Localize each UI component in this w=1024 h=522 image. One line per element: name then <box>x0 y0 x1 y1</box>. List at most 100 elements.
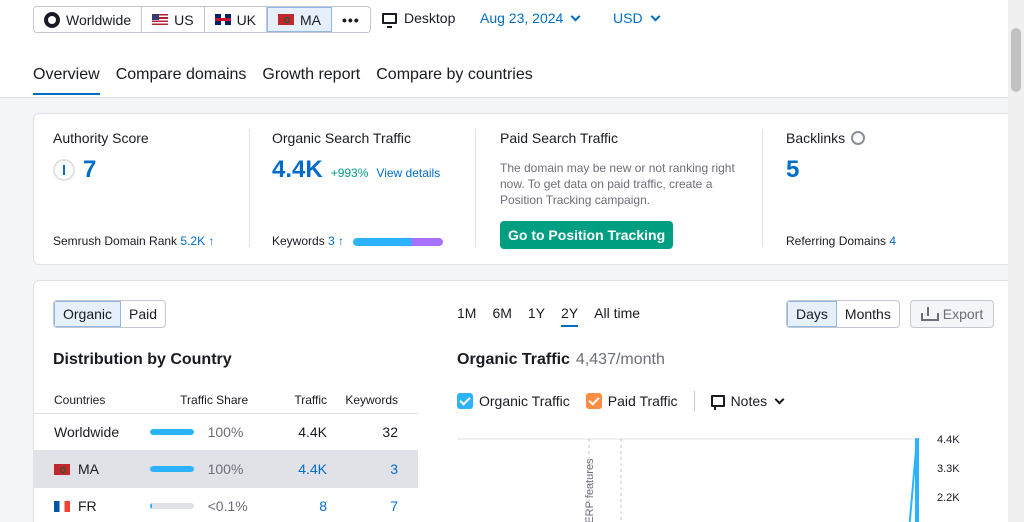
tab-growth-report[interactable]: Growth report <box>262 66 361 83</box>
keywords-summary: Keywords 3 ↑ <box>272 234 444 248</box>
referring-domains-value[interactable]: 4 <box>889 234 897 248</box>
table-row[interactable]: FR <0.1% 8 7 <box>34 488 418 522</box>
column-keywords: Keywords <box>345 392 398 407</box>
paid-traffic-metric: Paid Search Traffic The domain may be ne… <box>500 130 740 208</box>
checkbox-icon <box>585 393 602 409</box>
geo-label: UK <box>236 11 257 28</box>
tab-compare-by-countries[interactable]: Compare by countries <box>376 66 533 83</box>
country-name: MA <box>78 461 99 477</box>
period-2y[interactable]: 2Y <box>561 305 579 327</box>
table-header: Countries Traffic Share Traffic Keywords <box>34 386 418 414</box>
currency-label: USD <box>613 10 643 26</box>
scrollbar-thumb[interactable] <box>1011 28 1021 92</box>
export-icon <box>920 307 939 321</box>
divider <box>475 129 476 247</box>
backlinks-value[interactable]: 5 <box>786 156 800 183</box>
metric-title: Authority Score <box>53 130 149 146</box>
geo-us-button[interactable]: US <box>142 7 205 32</box>
geo-label: MA <box>300 11 322 28</box>
domain-rank-label: Semrush Domain Rank <box>53 234 178 248</box>
keywords-label: Keywords <box>272 234 325 248</box>
divider <box>762 129 763 247</box>
traffic-type-toggle: Organic Paid <box>53 300 167 328</box>
keywords-value[interactable]: 7 <box>390 498 398 514</box>
date-dropdown[interactable]: Aug 23, 2024 <box>480 10 581 26</box>
chevron-down-icon <box>774 394 785 404</box>
export-label: Export <box>942 306 984 322</box>
traffic-value[interactable]: 8 <box>319 498 328 514</box>
divider <box>249 129 250 247</box>
y-tick-label: 2.2K <box>937 492 960 504</box>
months-toggle[interactable]: Months <box>844 306 891 322</box>
geo-label: Worldwide <box>66 11 132 28</box>
view-details-link[interactable]: View details <box>376 166 441 180</box>
traffic-value[interactable]: 4.4K <box>298 461 328 477</box>
note-icon <box>710 395 725 410</box>
domain-rank: Semrush Domain Rank 5.2K ↑ <box>53 234 214 248</box>
distribution-title: Distribution by Country <box>53 351 232 368</box>
legend-label: Organic Traffic <box>479 393 570 409</box>
y-tick-label: 4.4K <box>937 434 960 446</box>
country-distribution-table: Countries Traffic Share Traffic Keywords… <box>34 386 418 522</box>
ma-flag-icon <box>278 14 295 25</box>
days-toggle[interactable]: Days <box>787 301 837 327</box>
geo-uk-button[interactable]: UK <box>205 7 268 32</box>
go-to-position-tracking-button[interactable]: Go to Position Tracking <box>500 221 674 249</box>
notes-dropdown[interactable]: Notes <box>710 393 785 410</box>
metric-title: Backlinks <box>786 130 846 146</box>
table-row[interactable]: Worldwide 100% 4.4K 32 <box>34 414 418 451</box>
geo-ma-button[interactable]: MA <box>267 7 333 32</box>
keywords-value[interactable]: 3 <box>390 461 398 477</box>
summary-card: Authority Score 7 Semrush Domain Rank 5.… <box>33 113 1013 265</box>
us-flag-icon <box>152 14 169 25</box>
chart-legend: Organic Traffic Paid Traffic Notes <box>457 391 785 411</box>
device-label: Desktop <box>404 10 456 26</box>
legend-paid[interactable]: Paid Traffic <box>585 393 678 409</box>
tab-overview[interactable]: Overview <box>33 66 100 95</box>
organic-toggle[interactable]: Organic <box>54 301 122 327</box>
page-scrollbar[interactable] <box>1008 0 1024 522</box>
paid-toggle[interactable]: Paid <box>129 306 158 322</box>
period-6m[interactable]: 6M <box>492 305 512 321</box>
chevron-down-icon <box>650 11 661 21</box>
more-geo-button[interactable]: ••• <box>342 11 360 28</box>
export-button[interactable]: Export <box>910 300 994 328</box>
table-row[interactable]: MA 100% 4.4K 3 <box>34 451 418 488</box>
keywords-value[interactable]: 3 ↑ <box>328 234 345 248</box>
period-all-time[interactable]: All time <box>594 305 641 321</box>
ma-flag-icon <box>54 463 70 475</box>
tab-compare-domains[interactable]: Compare domains <box>115 66 247 83</box>
organic-traffic-line <box>908 438 918 522</box>
authority-score-value[interactable]: 7 <box>83 156 97 183</box>
traffic-card: Organic Paid 1M 6M 1Y 2Y All time Days M… <box>33 280 1013 522</box>
organic-traffic-point[interactable] <box>915 438 919 522</box>
metric-title: Paid Search Traffic <box>500 130 619 146</box>
authority-gauge-icon <box>53 159 75 181</box>
desktop-icon <box>382 12 397 28</box>
filter-bar: Worldwide US UK MA ••• Desktop Aug 23, 2… <box>0 0 1008 98</box>
traffic-share-fill <box>149 466 194 472</box>
period-1y[interactable]: 1Y <box>527 305 546 321</box>
checkbox-icon <box>457 393 473 409</box>
organic-traffic-title: Organic Traffic 4,437/month <box>457 351 665 369</box>
referring-domains: Referring Domains 4 <box>786 234 896 248</box>
device-selector[interactable]: Desktop <box>382 10 456 28</box>
period-selector: 1M 6M 1Y 2Y All time <box>457 305 640 327</box>
currency-dropdown[interactable]: USD <box>613 10 661 26</box>
traffic-share-fill <box>149 429 194 435</box>
traffic-share-value: <0.1% <box>207 498 248 514</box>
uk-flag-icon <box>214 14 231 25</box>
info-icon[interactable] <box>851 131 866 145</box>
country-name: Worldwide <box>54 424 120 440</box>
traffic-share-bar <box>149 429 194 435</box>
organic-traffic-value[interactable]: 4.4K <box>272 156 323 183</box>
paid-traffic-note: The domain may be new or not ranking rig… <box>500 161 735 207</box>
domain-rank-value[interactable]: 5.2K ↑ <box>180 234 215 248</box>
fr-flag-icon <box>54 500 70 512</box>
legend-organic[interactable]: Organic Traffic <box>457 393 570 409</box>
keywords-value: 32 <box>382 424 398 440</box>
period-1m[interactable]: 1M <box>457 305 477 321</box>
country-name: FR <box>78 498 97 514</box>
geo-worldwide-button[interactable]: Worldwide <box>34 7 143 32</box>
metric-title: Organic Search Traffic <box>272 130 412 146</box>
